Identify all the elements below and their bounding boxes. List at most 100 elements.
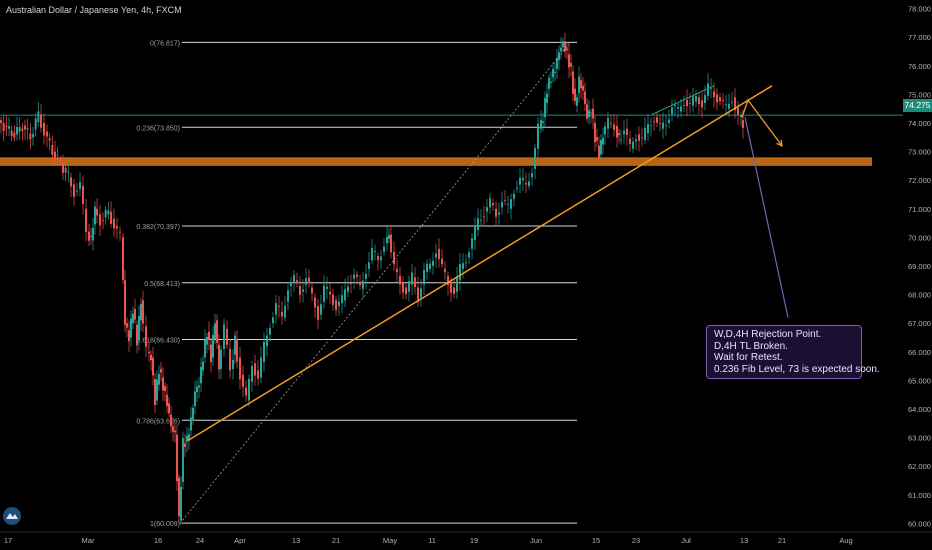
y-tick-label: 62.000 [908,462,931,471]
candle-body [368,262,370,269]
candle-body [552,68,554,78]
y-tick-label: 61.000 [908,491,931,500]
x-tick-label: 17 [4,536,12,545]
candle-body [332,294,334,305]
candle-body [245,387,247,396]
candle-body [220,349,222,369]
candle-body [347,286,349,292]
candle-body [734,97,736,111]
candle-body [37,111,40,123]
candle-body [21,128,24,131]
candle-body [582,85,584,91]
annotation-line: 0.236 Fib Level, 73 is expected soon. [714,363,880,375]
candle-body [160,368,162,373]
candle-body [588,110,590,118]
x-tick-label: 16 [154,536,162,545]
candle-body [88,231,90,241]
x-tick-label: Jun [530,536,542,545]
candle-body [607,117,609,129]
x-axis: 17 Mar 16 24 Apr 13 21 May 11 19 Jun 15 23 Jul 13 21 Aug [0,531,932,545]
candle-body [556,57,558,69]
candle-body [18,127,21,132]
candle-body [629,138,631,145]
candle-body [405,287,407,295]
candle-body [154,378,156,405]
candle-body [24,125,26,130]
candle-body [713,91,715,98]
candle-body [152,357,154,376]
candle-body [198,385,200,388]
candle-body [408,281,410,292]
candle-body [683,105,685,106]
candle-body [223,324,225,349]
x-tick-label: 15 [592,536,600,545]
candle-body [414,277,416,288]
candle-body [592,108,594,119]
candle-body [73,184,75,197]
candle-body [522,177,524,181]
candle-body [447,276,449,286]
channel-upper-line [651,85,715,115]
candle-body [92,227,94,241]
y-tick-label: 74.000 [908,119,931,128]
candle-body [540,119,542,129]
candle-body [122,237,124,281]
tradingview-logo-icon[interactable] [3,507,21,525]
candle-body [190,417,192,431]
x-tick-label: 13 [740,536,748,545]
y-axis: 60.000 61.000 62.000 63.000 64.000 65.000 66.0… [903,0,932,550]
candle-body [737,107,739,115]
candle-body [374,251,376,252]
candle-body [299,286,301,295]
candle-body [513,193,515,199]
current-price-tag: 74.275 [903,99,932,112]
candle-body [90,235,92,237]
candle-body [218,344,220,370]
candle-body [610,122,612,124]
candle-body [462,263,464,269]
candle-body [162,377,164,391]
candle-body [278,306,280,307]
rising-trendline [187,85,773,442]
candle-body [677,107,679,109]
candle-body [362,280,364,289]
candle-body [386,236,388,244]
candle-body [420,288,422,298]
candle-body [134,308,136,320]
candle-body [596,137,598,141]
candle-body [719,97,721,102]
candle-body [329,291,331,295]
candle-body [544,98,546,118]
candle-body [338,301,340,307]
candle-body [251,365,253,382]
candle-body [594,122,596,143]
candle-body [377,255,379,261]
candle-body [402,283,404,293]
candle-body [214,323,216,339]
candle-body [668,119,670,123]
candle-body [104,209,107,218]
candle-body [371,248,373,261]
support-zone-layer [0,157,872,166]
y-tick-label: 69.000 [908,262,931,271]
candle-body [174,430,176,433]
candle-body [206,336,208,345]
candle-body [317,306,319,320]
candle-body [656,117,658,123]
candle-body [76,190,78,192]
candle-body [59,159,62,162]
annotation-box: W,D,4H Rejection Point. D,4H TL Broken. … [706,325,880,379]
candle-body [574,88,576,101]
x-tick-label: 23 [632,536,640,545]
candle-body [150,354,152,361]
candle-body [580,80,582,89]
candle-body [168,403,170,414]
candle-body [554,71,556,73]
candle-body [426,263,428,272]
candle-body [731,102,733,104]
candle-body [43,122,45,136]
candle-body [411,272,413,285]
fib-level-label: 0(76.817) [150,40,180,47]
